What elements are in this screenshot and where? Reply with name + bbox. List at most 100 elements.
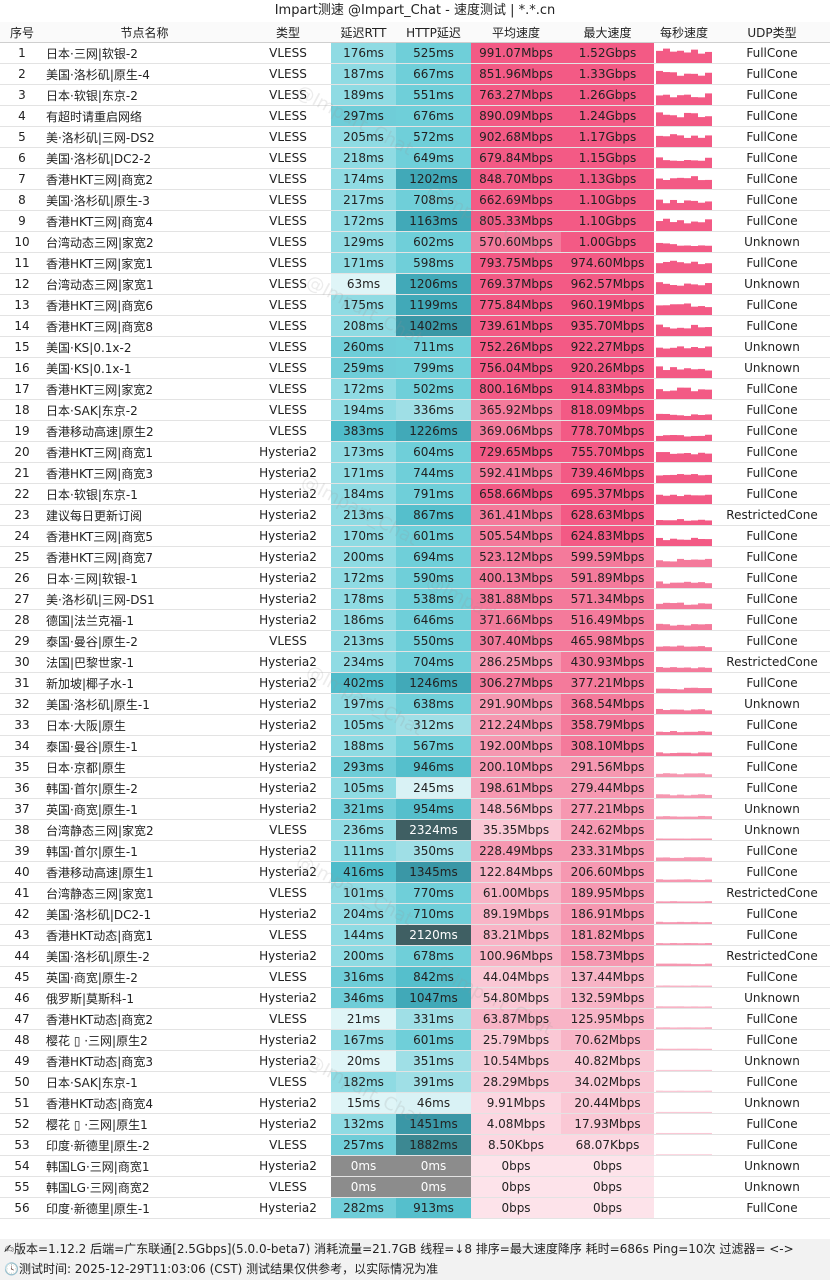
row-udp-type: FullCone — [714, 462, 830, 484]
sparkline-bar — [670, 646, 677, 651]
row-index: 13 — [0, 294, 44, 316]
row-http-latency: 649ms — [396, 147, 471, 169]
row-node-name: 美国·洛杉矶|原生-1 — [44, 693, 245, 715]
sparkline-bar — [698, 244, 705, 252]
header-avg-speed: 平均速度 — [471, 22, 561, 43]
row-avg-speed: 371.66Mbps — [471, 609, 561, 631]
row-max-speed: 308.10Mbps — [561, 735, 654, 757]
sparkline-bar — [670, 815, 677, 819]
sparkline-bar — [656, 94, 663, 105]
sparkline-bar — [684, 199, 691, 210]
row-speed-sparkline — [654, 861, 714, 883]
sparkline-bar — [656, 963, 663, 966]
sparkline-bar — [663, 135, 670, 147]
sparkline-chart — [656, 1178, 712, 1197]
row-max-speed: 628.63Mbps — [561, 504, 654, 526]
sparkline-bar — [663, 434, 670, 441]
sparkline-bar — [663, 815, 670, 819]
row-type: Hysteria2 — [245, 903, 331, 925]
row-udp-type: Unknown — [714, 357, 830, 379]
sparkline-bar — [677, 1026, 684, 1029]
table-row: 3 日本·软银|东京-2 VLESS 189ms 551ms 763.27Mbps 1.26… — [0, 84, 830, 106]
row-udp-type: FullCone — [714, 588, 830, 610]
row-udp-type: FullCone — [714, 1029, 830, 1051]
row-node-name: 樱花 ▯ ·三网|原生2 — [44, 1029, 245, 1051]
sparkline-bar — [691, 879, 698, 882]
sparkline-chart — [656, 218, 712, 231]
row-type: Hysteria2 — [245, 1113, 331, 1135]
sparkline-bar — [705, 157, 712, 168]
sparkline-bar — [698, 1005, 705, 1008]
table-row: 45 英国·商宽|原生-2 VLESS 316ms 842ms 44.04Mbps 137.… — [0, 966, 830, 988]
table-row: 49 香港HKT动态|商宽3 Hysteria2 20ms 351ms 10.54Mbps… — [0, 1050, 830, 1072]
sparkline-bar — [698, 581, 705, 588]
sparkline-bar — [684, 222, 691, 231]
row-http-latency: 391ms — [396, 1071, 471, 1093]
sparkline-bar — [691, 708, 698, 714]
sparkline-chart — [656, 900, 712, 903]
row-rtt: 257ms — [331, 1134, 396, 1156]
sparkline-bar — [698, 160, 705, 168]
sparkline-bar — [698, 414, 705, 420]
row-udp-type: FullCone — [714, 147, 830, 169]
sparkline-bar — [705, 773, 712, 777]
row-speed-sparkline — [654, 693, 714, 715]
row-index: 33 — [0, 714, 44, 736]
sparkline-bar — [670, 1111, 677, 1113]
row-http-latency: 312ms — [396, 714, 471, 736]
table-row: 34 泰国·曼谷|原生-1 Hysteria2 188ms 567ms 192.00Mbp… — [0, 735, 830, 757]
sparkline-bar — [663, 242, 670, 252]
sparkline-bar — [684, 900, 691, 903]
row-udp-type: FullCone — [714, 567, 830, 589]
row-udp-type: FullCone — [714, 966, 830, 988]
row-type: Hysteria2 — [245, 693, 331, 715]
row-node-name: 印度·新德里|原生-1 — [44, 1197, 245, 1219]
sparkline-bar — [656, 793, 663, 798]
row-type: VLESS — [245, 1008, 331, 1030]
row-index: 25 — [0, 546, 44, 568]
sparkline-bar — [663, 793, 670, 798]
row-http-latency: 867ms — [396, 504, 471, 526]
sparkline-chart — [656, 687, 712, 693]
row-max-speed: 137.44Mbps — [561, 966, 654, 988]
sparkline-bar — [698, 1111, 705, 1113]
sparkline-chart — [656, 387, 712, 399]
row-avg-speed: 848.70Mbps — [471, 168, 561, 190]
sparkline-bar — [677, 539, 684, 546]
sparkline-bar — [684, 1090, 691, 1092]
row-type: VLESS — [245, 1176, 331, 1198]
row-index: 50 — [0, 1071, 44, 1093]
sparkline-bar — [677, 202, 684, 210]
sparkline-bar — [663, 1026, 670, 1029]
table-row: 4 有超时请重启网络 VLESS 297ms 676ms 890.09Mbps 1.24Gb… — [0, 105, 830, 127]
sparkline-bar — [677, 345, 684, 357]
sparkline-bar — [684, 794, 691, 798]
sparkline-bar — [705, 413, 712, 420]
sparkline-bar — [684, 245, 691, 252]
row-index: 34 — [0, 735, 44, 757]
row-type: VLESS — [245, 126, 331, 148]
table-row: 51 香港HKT动态|商宽4 Hysteria2 15ms 46ms 9.91Mbps 20… — [0, 1092, 830, 1114]
sparkline-bar — [698, 96, 705, 105]
sparkline-bar — [684, 435, 691, 441]
sparkline-bar — [670, 71, 677, 84]
table-row: 2 美国·洛杉矶|原生-4 VLESS 187ms 667ms 851.96Mbps 1.3… — [0, 63, 830, 85]
sparkline-bar — [705, 51, 712, 63]
row-avg-speed: 122.84Mbps — [471, 861, 561, 883]
sparkline-chart — [656, 473, 712, 483]
row-max-speed: 40.82Mbps — [561, 1050, 654, 1072]
sparkline-bar — [705, 1005, 712, 1008]
sparkline-bar — [705, 1069, 712, 1071]
sparkline-bar — [663, 856, 670, 861]
sparkline-bar — [677, 1132, 684, 1134]
row-max-speed: 206.60Mbps — [561, 861, 654, 883]
sparkline-bar — [691, 390, 698, 399]
sparkline-bar — [663, 48, 670, 63]
row-speed-sparkline — [654, 630, 714, 652]
row-max-speed: 914.83Mbps — [561, 378, 654, 400]
sparkline-bar — [677, 495, 684, 504]
sparkline-bar — [705, 921, 712, 924]
row-rtt: 200ms — [331, 546, 396, 568]
row-avg-speed: 662.69Mbps — [471, 189, 561, 211]
table-row: 55 韩国LG·三网|商宽2 VLESS 0ms 0ms 0bps 0bps Unknown — [0, 1176, 830, 1198]
